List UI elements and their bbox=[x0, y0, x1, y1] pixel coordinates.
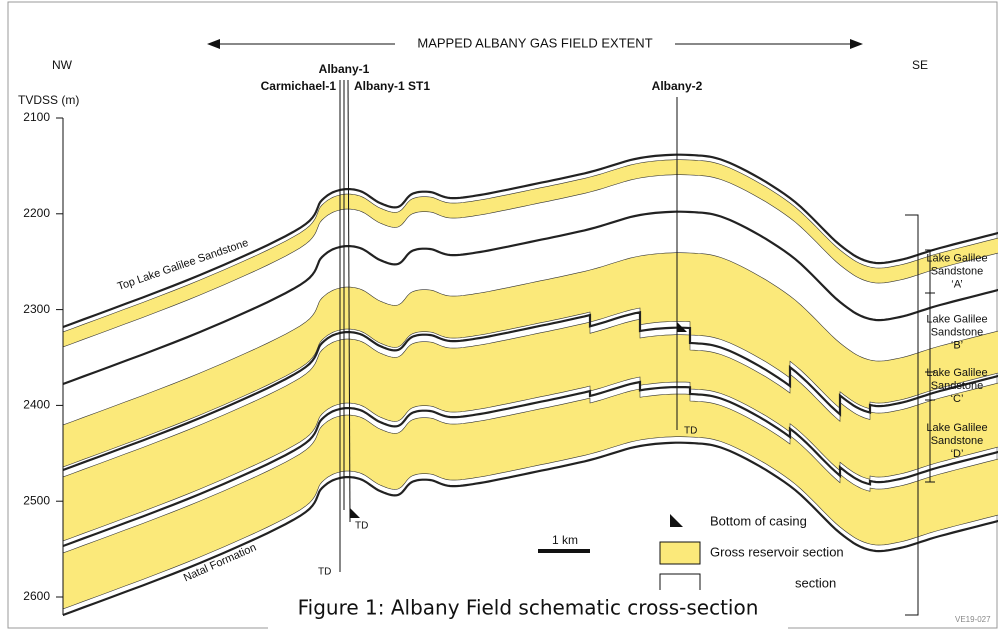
td-label: TD bbox=[318, 567, 331, 578]
td-label: TD bbox=[355, 521, 368, 532]
casing-marker bbox=[350, 508, 360, 518]
zone-label: Lake Galilee bbox=[926, 422, 987, 434]
tick-label: 2500 bbox=[23, 493, 50, 507]
legend-label: Gross reservoir section bbox=[710, 544, 844, 559]
td-label: TD bbox=[684, 426, 697, 437]
reference: VE19-027 bbox=[955, 615, 991, 624]
scale-bar bbox=[538, 549, 590, 553]
zone-label: ‘C’ bbox=[951, 393, 964, 405]
zone-label: ‘A’ bbox=[951, 278, 962, 290]
zone-label: Sandstone bbox=[931, 435, 984, 447]
well-label: Albany-1 ST1 bbox=[354, 79, 430, 93]
legend-symbol bbox=[660, 542, 700, 564]
zone-label: Sandstone bbox=[931, 326, 984, 338]
cross-section: MAPPED ALBANY GAS FIELD EXTENT NW SE TVD… bbox=[0, 0, 998, 629]
direction: NW bbox=[52, 58, 73, 72]
extent-label: MAPPED ALBANY GAS FIELD EXTENT bbox=[417, 35, 652, 50]
ticks: 2100 2200 2300 2400 2500 2600 bbox=[23, 110, 63, 603]
direction: SE bbox=[912, 58, 928, 72]
arrow-head bbox=[850, 39, 863, 49]
tick-label: 2200 bbox=[23, 206, 50, 220]
axis-title: TVDSS (m) bbox=[18, 93, 79, 107]
tick-label: 2600 bbox=[23, 589, 50, 603]
arrow-head bbox=[207, 39, 220, 49]
well-label: Albany-1 bbox=[319, 62, 370, 76]
zone-label: Lake Galilee bbox=[926, 367, 987, 379]
zone-label: ‘B’ bbox=[951, 339, 963, 351]
horizon-label: Top Lake Galilee Sandstone bbox=[116, 237, 250, 293]
legend-label: section bbox=[795, 575, 836, 590]
well-label: Carmichael-1 bbox=[261, 79, 337, 93]
strata bbox=[40, 155, 998, 623]
caption: Figure 1: Albany Field schematic cross-s… bbox=[298, 596, 759, 620]
zone-label: Lake Galilee bbox=[926, 313, 987, 325]
tick-label: 2400 bbox=[23, 398, 50, 412]
zone-label: ‘D’ bbox=[951, 448, 964, 460]
zone-label: Lake Galilee bbox=[926, 252, 987, 264]
legend-symbol bbox=[670, 514, 683, 527]
well-label: Albany-2 bbox=[652, 79, 703, 93]
zone-label: Sandstone bbox=[931, 380, 984, 392]
tick-label: 2100 bbox=[23, 110, 50, 124]
legend-label: Bottom of casing bbox=[710, 513, 807, 528]
zone-label: Sandstone bbox=[931, 265, 984, 277]
tick-label: 2300 bbox=[23, 302, 50, 316]
scale-label: 1 km bbox=[552, 533, 578, 547]
